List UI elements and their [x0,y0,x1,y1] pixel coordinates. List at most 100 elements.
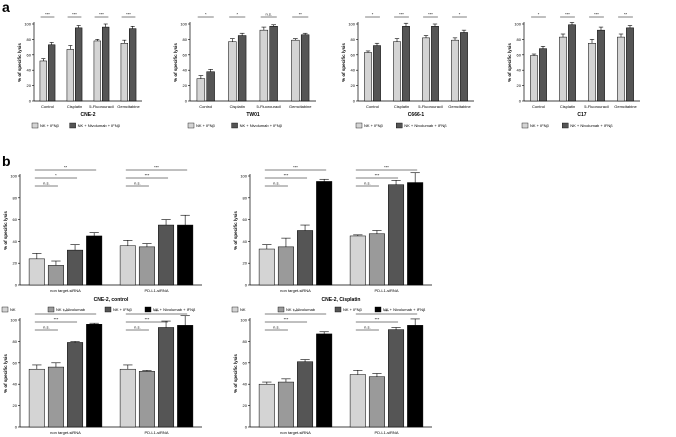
legend-label: NK + IFNβ [113,307,133,312]
y-tick-label: 20 [13,403,18,408]
significance-label: *** [293,165,298,170]
x-tick-label: Control [41,104,54,109]
significance-label: * [205,12,207,17]
significance-label: n.s. [43,325,49,330]
significance-label: n.s. [364,325,370,330]
bar [373,45,381,102]
significance-label: n.s. [273,325,279,330]
y-tick-label: 20 [351,83,356,88]
bar [259,29,269,102]
legend-swatch [355,122,363,129]
y-tick-label: 100 [240,174,247,179]
y-tick-label: 80 [517,37,522,42]
bar [559,36,567,102]
y-tick-label: 100 [24,22,31,27]
y-axis-label: % of specific lysis [233,211,238,250]
significance-label: * [55,173,57,178]
x-tick-label: PD-L1-siRNA [144,430,168,435]
legend-swatch [144,306,152,313]
x-tick-label: Cisplatin [67,104,82,109]
bar [388,184,405,286]
x-tick-label: non target-siRNA [50,430,81,435]
legend-swatch [231,122,238,129]
chart-0: 0 20 40 60 80 100 % of specific lysis Control Ci… [17,12,142,129]
bar [258,248,275,286]
legend-swatch [104,306,112,313]
x-tick-label: non target-siRNA [50,288,81,293]
y-axis-label: % of specific lysis [17,43,22,82]
significance-label: *** [428,12,433,17]
y-tick-label: 40 [13,239,18,244]
significance-label: *** [375,317,380,322]
y-tick-label: 80 [243,195,248,200]
significance-label: ** [624,12,628,17]
y-tick-label: 0 [29,99,32,104]
x-tick-label: Gemcitabine [614,104,637,109]
y-tick-label: 100 [10,318,17,323]
y-tick-label: 20 [27,83,32,88]
legend-label: NK + IFNβ [40,123,60,128]
y-tick-label: 40 [13,382,18,387]
significance-label: *** [63,309,68,314]
chart-3: 0 20 40 60 80 100 % of specific lysis Control Ci… [507,12,640,129]
bar [626,27,634,102]
chart-5: 0 20 40 60 80 100 % of specific lysis non targe… [231,165,432,313]
legend-swatch [231,306,239,313]
x-tick-label: Control [199,104,212,109]
x-tick-label: PD-L1-siRNA [374,288,398,293]
bar [119,368,136,428]
chart-title: C666-1 [408,112,425,118]
bar [119,245,136,286]
panel-label-b: b [2,153,11,169]
y-tick-label: 60 [183,52,188,57]
y-tick-label: 40 [243,239,248,244]
x-tick-label: non target-siRNA [280,430,311,435]
y-tick-label: 40 [351,68,356,73]
bar [407,182,424,286]
significance-label: n.s. [43,181,49,186]
y-tick-label: 60 [27,52,32,57]
significance-label: * [236,12,238,17]
y-tick-label: 60 [517,52,522,57]
legend-swatch [31,122,39,129]
bar [138,371,155,428]
bar [93,40,101,102]
y-tick-label: 0 [185,99,188,104]
bar [158,327,175,428]
bar [568,24,576,102]
bar [28,368,45,428]
legend-swatch [47,306,55,313]
significance-label: *** [293,309,298,314]
significance-label: *** [375,173,380,178]
y-tick-label: 20 [13,261,18,266]
bar [86,235,103,286]
y-tick-label: 100 [180,22,187,27]
chart-title: TW01 [246,112,260,118]
bar [407,325,424,428]
significance-label: n.s. [266,12,272,17]
legend-label: NK + Nivolumab + IFNβ [383,307,426,312]
legend-swatch [374,306,382,313]
y-tick-label: 80 [13,339,18,344]
y-tick-label: 20 [243,403,248,408]
x-tick-label: PD-L1-siRNA [374,430,398,435]
bar [269,26,278,102]
y-tick-label: 0 [519,99,522,104]
significance-label: *** [384,165,389,170]
legend-label: NK [10,307,16,312]
legend-label: NK + Nivolumab + IFNβ [153,307,196,312]
bar [67,249,84,286]
y-tick-label: 20 [243,261,248,266]
legend-label: NK + Nivolumab [286,307,316,312]
x-tick-label: Control [532,104,545,109]
y-tick-label: 20 [183,83,188,88]
bar [316,181,333,286]
bar [402,26,410,102]
significance-label: * [459,12,461,17]
y-tick-label: 60 [243,360,248,365]
bar [237,35,247,102]
bar [530,55,538,102]
legend-swatch [1,306,9,313]
legend-label: NK + IFNβ [343,307,363,312]
